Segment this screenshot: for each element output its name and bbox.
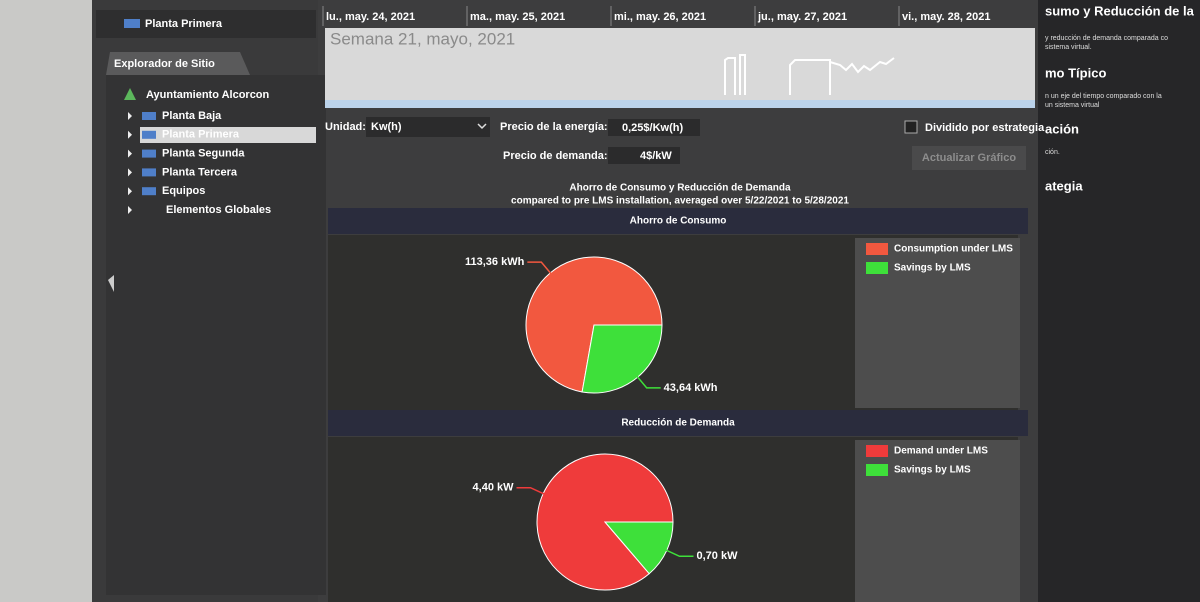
chart-header bbox=[328, 208, 1028, 234]
energy-price-input[interactable] bbox=[608, 119, 700, 136]
value-label: 43,64 kWh bbox=[664, 382, 718, 394]
folder-icon bbox=[142, 187, 156, 196]
demand-price: 4$/kW bbox=[640, 150, 672, 162]
legend-swatch bbox=[866, 464, 888, 476]
label-leader bbox=[527, 261, 557, 280]
day-label: ma., may. 25, 2021 bbox=[470, 11, 565, 23]
legend-swatch bbox=[866, 262, 888, 274]
tree-item[interactable]: Planta Primera bbox=[162, 129, 240, 141]
explorer-tab[interactable] bbox=[106, 52, 250, 75]
folder-icon bbox=[142, 168, 156, 177]
tree-item[interactable]: Planta Tercera bbox=[162, 166, 238, 178]
day-label: vi., may. 28, 2021 bbox=[902, 11, 990, 23]
update-button-label: Actualizar Gráfico bbox=[922, 152, 1016, 164]
right-panel bbox=[1038, 0, 1200, 602]
report-title: Ahorro de Consumo y Reducción de Demanda bbox=[569, 183, 791, 194]
value-label: 0,70 kW bbox=[696, 550, 738, 562]
energy-price: 0,25$/Kw(h) bbox=[622, 122, 683, 134]
demand-price-label: Precio de demanda: bbox=[503, 150, 608, 162]
tree-items: Planta Baja Planta Primera Planta Segunda P… bbox=[128, 110, 271, 216]
select-arrow bbox=[477, 123, 487, 130]
legend-label: Savings by LMS bbox=[894, 263, 971, 274]
folder-icon bbox=[124, 19, 140, 28]
energy-price-label: Precio de la energía: bbox=[500, 121, 608, 133]
day-label: ju., may. 27, 2021 bbox=[757, 11, 847, 23]
right-panel-text: sumo y Reducción de la mo Típico ación ateg… bbox=[1045, 3, 1195, 193]
unit-value: Kw(h) bbox=[371, 121, 402, 133]
label-leader bbox=[631, 370, 661, 389]
chart-title: Ahorro de Consumo bbox=[630, 216, 727, 227]
day-label: mi., may. 26, 2021 bbox=[614, 11, 706, 23]
section-text: y reducción de demanda comparada co bbox=[1045, 35, 1168, 42]
tree-item[interactable]: Equipos bbox=[162, 185, 205, 197]
tree-expander[interactable] bbox=[128, 149, 132, 158]
value-label: 4,40 kW bbox=[473, 482, 515, 494]
legend-label: Consumption under LMS bbox=[894, 244, 1013, 255]
chart-header bbox=[328, 410, 1028, 436]
tree-item[interactable]: Planta Segunda bbox=[162, 148, 245, 160]
value-label: 113,36 kWh bbox=[465, 256, 525, 268]
section-text: ción. bbox=[1045, 149, 1060, 156]
section-heading: mo Típico bbox=[1045, 65, 1106, 80]
explorer-tree bbox=[106, 75, 326, 595]
label-leader bbox=[659, 546, 694, 558]
folder-icon bbox=[142, 112, 156, 120]
tree-expander[interactable] bbox=[128, 112, 132, 120]
tree-item[interactable]: Elementos Globales bbox=[166, 204, 271, 216]
wall bbox=[0, 0, 92, 602]
report-subtitle: compared to pre LMS installation, averag… bbox=[511, 196, 849, 207]
day-label: lu., may. 24, 2021 bbox=[326, 11, 415, 23]
section-heading: sumo y Reducción de la bbox=[1045, 3, 1195, 18]
legend-label: Demand under LMS bbox=[894, 446, 988, 457]
charts: Ahorro de Consumo 113,36 kWh Consumption u… bbox=[328, 208, 1028, 602]
legend-label: Savings by LMS bbox=[894, 465, 971, 476]
section-heading: ación bbox=[1045, 121, 1079, 136]
site-icon bbox=[124, 88, 136, 100]
timeline[interactable] bbox=[325, 28, 1035, 100]
unit-label: Unidad: bbox=[325, 121, 366, 133]
collapse-arrow[interactable] bbox=[108, 275, 114, 292]
legend-swatch bbox=[866, 445, 888, 457]
section-heading: ategia bbox=[1045, 178, 1083, 193]
tree-item[interactable]: Planta Baja bbox=[162, 110, 222, 122]
tree-expander[interactable] bbox=[128, 130, 132, 139]
folder-icon bbox=[142, 149, 156, 158]
tree-root[interactable]: Ayuntamiento Alcorcon bbox=[146, 89, 270, 101]
update-button[interactable] bbox=[912, 146, 1026, 170]
day-headers: lu., may. 24, 2021 ma., may. 25, 2021 mi.,… bbox=[322, 6, 990, 26]
location: Planta Primera bbox=[145, 18, 223, 30]
folder-icon bbox=[142, 130, 156, 139]
timeline-scrollbar[interactable] bbox=[325, 100, 1035, 108]
chart-title: Reducción de Demanda bbox=[621, 418, 735, 429]
tree-selection bbox=[140, 127, 316, 143]
unit-select[interactable] bbox=[366, 117, 490, 137]
label-leader bbox=[516, 486, 551, 498]
split-checkbox[interactable] bbox=[904, 120, 918, 134]
timeline-sparkline bbox=[724, 54, 895, 95]
section-text: sistema virtual. bbox=[1045, 44, 1092, 51]
legend-swatch bbox=[866, 243, 888, 255]
explorer-title: Explorador de Sitio bbox=[114, 58, 215, 70]
tree-expander[interactable] bbox=[128, 187, 132, 196]
section-text: n un eje del tiempo comparado con la bbox=[1045, 93, 1162, 100]
demand-price-input[interactable] bbox=[608, 147, 680, 164]
split-label: Dividido por estrategia bbox=[925, 122, 1045, 134]
tree-expander[interactable] bbox=[128, 206, 132, 214]
tree-expander[interactable] bbox=[128, 168, 132, 177]
section-text: un sistema virtual bbox=[1045, 102, 1100, 109]
week-label: Semana 21, mayo, 2021 bbox=[330, 29, 515, 48]
